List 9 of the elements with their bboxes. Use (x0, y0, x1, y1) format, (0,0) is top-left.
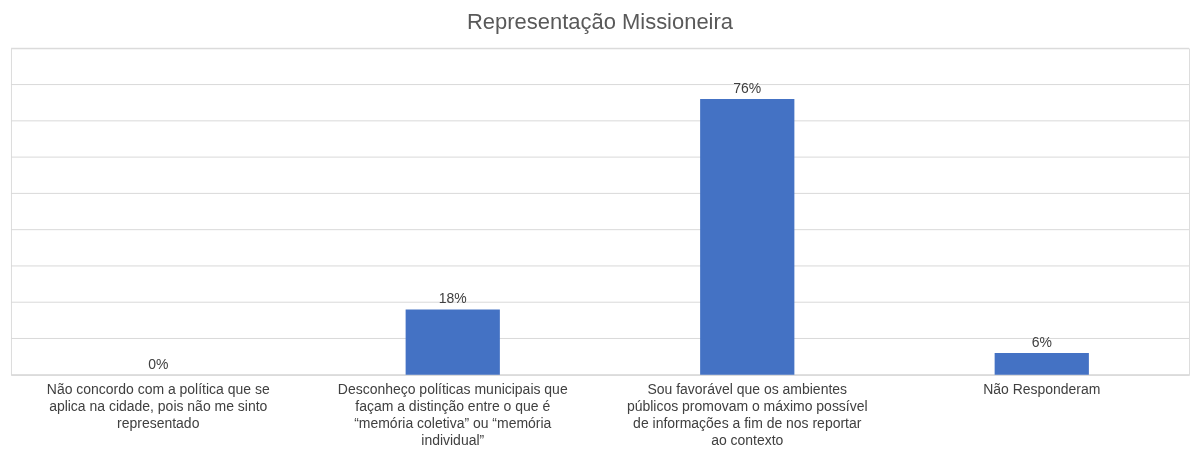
x-tick-label: Não Responderam (983, 381, 1101, 398)
x-tick-label: Desconheço políticas municipais que façam a distinção entre o que é “memória coletiva” ou “memória individual” (337, 381, 568, 449)
data-label: 18% (438, 290, 467, 307)
data-label: 76% (733, 80, 762, 97)
chart-title: Representação Missioneira (466, 8, 734, 34)
data-label: 6% (1031, 334, 1052, 350)
data-label: 0% (148, 355, 169, 372)
x-tick-label: Sou favorável que os ambientes públicos promovam o máximo possível de informações a fim de nos reportar ao contexto (626, 381, 868, 449)
x-tick-label: Não concordo com a política que se aplica na cidade, pois não me sinto representado (46, 381, 270, 432)
